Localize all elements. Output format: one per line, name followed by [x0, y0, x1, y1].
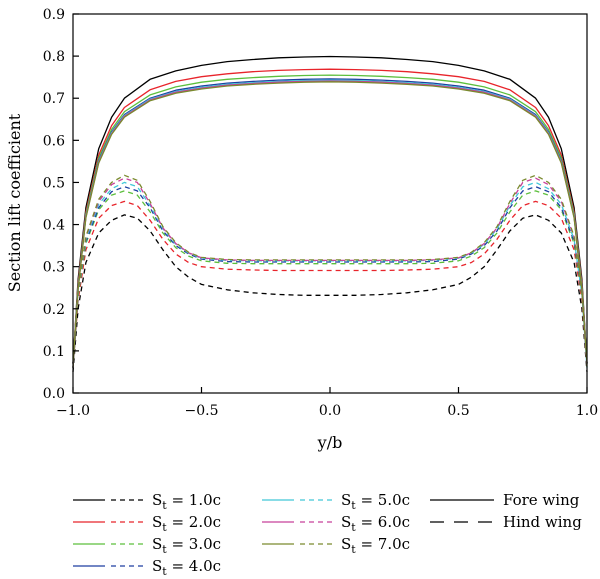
y-tick-label-2: 0.2	[43, 302, 65, 318]
y-axis-title: Section lift coefficient	[5, 113, 24, 292]
legend-label-subscript: t	[351, 543, 356, 556]
legend-entry-2-0c: St = 2.0c	[73, 513, 221, 534]
hind-wing-line-2-0c	[72, 200, 588, 368]
legend-fore-wing-label: Fore wing	[503, 491, 580, 509]
legend-label-value: = 6.0c	[356, 513, 410, 531]
legend-label-subscript: t	[162, 565, 167, 578]
legend-hind-wing-label: Hind wing	[503, 513, 582, 531]
legend-entry-5-0c: St = 5.0c	[262, 491, 410, 512]
fore-wing-line-1-0c	[72, 55, 588, 364]
hind-wing-line-4-0c	[72, 186, 588, 368]
x-tick-label-3: 0.5	[447, 403, 469, 419]
plot-frame	[72, 13, 588, 394]
legend-label-subscript: t	[162, 521, 167, 534]
fore-wing-line-5-0c	[72, 79, 588, 364]
legend-label: St = 2.0c	[152, 513, 221, 534]
y-tick-label-5: 0.5	[43, 175, 65, 191]
hind-wing-line-7-0c	[72, 174, 588, 368]
legend-label-subscript: t	[162, 499, 167, 512]
fore-wing-line-3-0c	[72, 74, 588, 364]
hind-wing-line-1-0c	[72, 214, 588, 372]
legend-label-prefix: S	[152, 535, 162, 553]
ticks-layer: −1.0 −0.5 0.0 0.5 1.0 0.0 0.1 0.2 0.3 0.4 0.5 0.6 0.…	[43, 7, 598, 419]
y-tick-label-0: 0.0	[43, 386, 65, 402]
hind-wing-line-6-0c	[72, 177, 588, 368]
x-tick-label-4: 1.0	[576, 403, 598, 419]
fore-wing-line-6-0c	[72, 80, 588, 364]
x-axis-title: y/b	[317, 433, 343, 452]
legend-label-subscript: t	[351, 499, 356, 512]
hind-wing-line-5-0c	[72, 181, 588, 368]
x-tick-label-0: −1.0	[56, 403, 90, 419]
legend-label-subscript: t	[162, 543, 167, 556]
legend-label-prefix: S	[152, 513, 162, 531]
legend-entry-6-0c: St = 6.0c	[262, 513, 410, 534]
legend-label-subscript: t	[351, 521, 356, 534]
legend-label: St = 7.0c	[341, 535, 410, 556]
x-tick-label-2: 0.0	[319, 403, 341, 419]
legend-label: St = 6.0c	[341, 513, 410, 534]
y-tick-label-8: 0.8	[43, 49, 65, 65]
legend-label-value: = 3.0c	[167, 535, 221, 553]
y-tick-label-7: 0.7	[43, 91, 65, 107]
legend-label-prefix: S	[152, 557, 162, 575]
legend-entry-1-0c: St = 1.0c	[73, 491, 221, 512]
legend-label-prefix: S	[341, 513, 351, 531]
y-tick-label-4: 0.4	[43, 218, 65, 234]
series-layer	[72, 55, 588, 372]
legend-entry-3-0c: St = 3.0c	[73, 535, 221, 556]
legend-label-value: = 1.0c	[167, 491, 221, 509]
legend-label-prefix: S	[341, 491, 351, 509]
fore-wing-line-2-0c	[72, 68, 588, 364]
legend-entry-4-0c: St = 4.0c	[73, 557, 221, 578]
legend-label: St = 5.0c	[341, 491, 410, 512]
legend-entry-7-0c: St = 7.0c	[262, 535, 410, 556]
y-tick-label-9: 0.9	[43, 7, 65, 23]
legend-label: St = 3.0c	[152, 535, 221, 556]
legend-label-value: = 7.0c	[356, 535, 410, 553]
legend-label-value: = 2.0c	[167, 513, 221, 531]
legend-label-prefix: S	[152, 491, 162, 509]
hind-wing-line-3-0c	[72, 190, 588, 368]
legend-fore-wing: Fore wing	[430, 491, 580, 509]
y-tick-label-1: 0.1	[43, 344, 65, 360]
fore-wing-line-7-0c	[72, 81, 588, 364]
x-tick-label-1: −0.5	[185, 403, 219, 419]
y-tick-label-6: 0.6	[43, 133, 65, 149]
legend-label-value: = 5.0c	[356, 491, 410, 509]
legend-label-prefix: S	[341, 535, 351, 553]
legend-label-value: = 4.0c	[167, 557, 221, 575]
legend-label: St = 4.0c	[152, 557, 221, 578]
legend-label: St = 1.0c	[152, 491, 221, 512]
y-tick-label-3: 0.3	[43, 260, 65, 276]
legend-hind-wing: Hind wing	[430, 513, 582, 531]
